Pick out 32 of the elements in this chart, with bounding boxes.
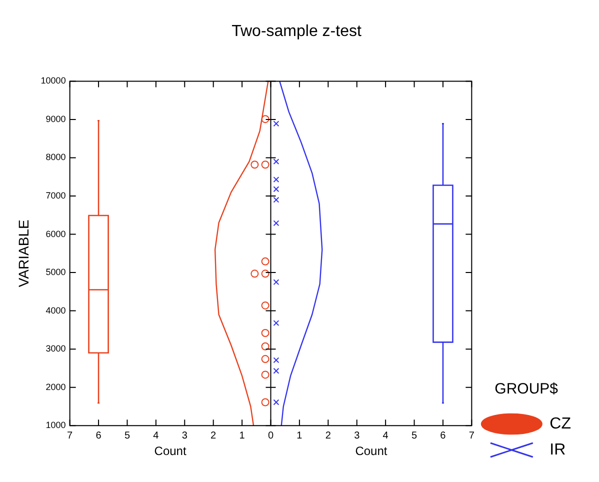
y-tick-label: 8000 xyxy=(46,152,66,162)
legend-title: GROUP$ xyxy=(494,380,559,398)
x-tick-label: 5 xyxy=(124,430,130,442)
x-tick-label: 5 xyxy=(411,430,418,442)
x-tick-label: 6 xyxy=(96,430,102,442)
x-tick-label: 2 xyxy=(210,430,217,442)
text: Count xyxy=(355,444,388,458)
y-tick-label: 2000 xyxy=(46,382,66,392)
x-tick-label: 3 xyxy=(354,430,360,442)
y-axis-title: VARIABLE xyxy=(15,220,32,288)
x-tick-label: 3 xyxy=(182,430,188,442)
x-tick-label: 2 xyxy=(325,430,332,442)
legend-label: IR xyxy=(550,441,566,458)
y-tick-label: 6000 xyxy=(46,228,66,239)
y-tick-label: 5000 xyxy=(46,267,66,278)
y-tick-label: 9000 xyxy=(46,114,66,124)
x-tick-label: 0 xyxy=(268,430,274,442)
x-axis-title: Count xyxy=(154,444,187,458)
legend-label: CZ xyxy=(550,415,572,432)
x-tick-label: 4 xyxy=(382,430,389,442)
y-tick-label: 10000 xyxy=(40,76,66,86)
y-tick-label: 4000 xyxy=(46,305,66,316)
chart-title: Two-sample z-test xyxy=(232,23,362,40)
y-tick-label: 1000 xyxy=(46,420,66,430)
x-tick-label: 4 xyxy=(153,430,160,442)
x-tick-label: 6 xyxy=(440,430,446,442)
x-tick-label: 1 xyxy=(239,430,246,442)
x-tick-label: 7 xyxy=(468,430,475,442)
y-tick-label: 7000 xyxy=(46,190,66,200)
y-tick-label: 3000 xyxy=(46,344,66,354)
x-tick-label: 1 xyxy=(296,430,303,442)
x-tick-label: 7 xyxy=(67,430,74,442)
